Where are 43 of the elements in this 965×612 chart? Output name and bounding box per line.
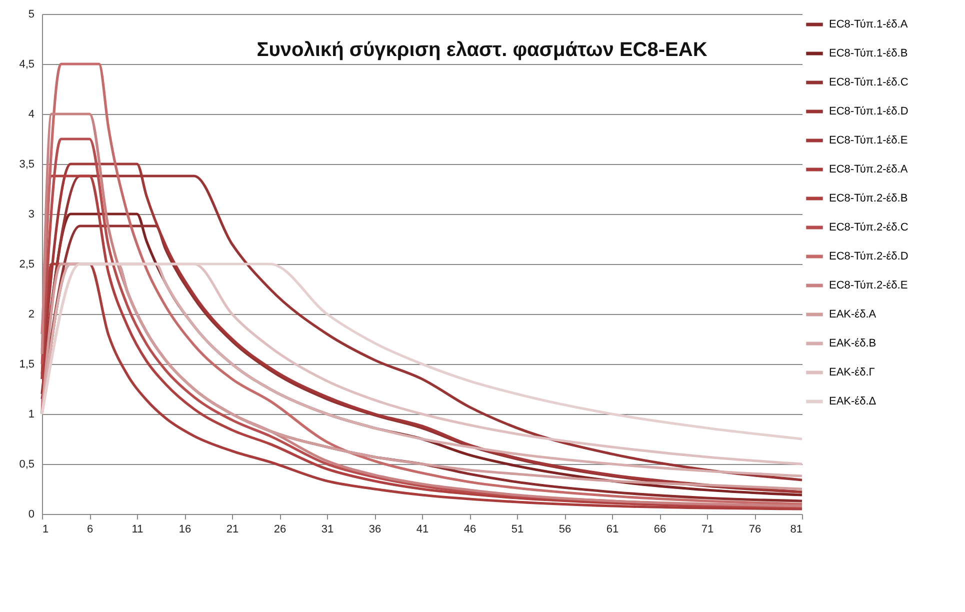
y-tick-label: 0,5 — [19, 458, 34, 470]
x-tick-label: 6 — [86, 524, 94, 536]
text: Συνολική σύγκριση ελαστ. φασμάτων EC8-EAK — [256, 39, 708, 61]
y-tick-label: 4 — [28, 108, 34, 120]
legend-label: EAK-έδ.Β — [829, 338, 876, 350]
x-tick-label: 26 — [274, 524, 286, 536]
x-tick-label: 71 — [701, 524, 714, 536]
legend-label: EC8-Τύπ.2-έδ.C — [829, 222, 908, 234]
y-tick-label: 2,5 — [19, 258, 34, 270]
x-tick-label: 61 — [606, 524, 619, 536]
y-tick-label: 1,5 — [19, 358, 34, 370]
legend-label: EC8-Τύπ.1-έδ.D — [829, 106, 908, 118]
y-tick-label: 4,5 — [19, 58, 34, 70]
x-tick-label: 31 — [321, 524, 334, 536]
legend-label: EAK-έδ.Δ — [829, 396, 877, 408]
x-tick-label: 56 — [558, 524, 572, 536]
x-tick-label: 66 — [654, 524, 666, 536]
legend-label: EC8-Τύπ.2-έδ.A — [829, 164, 908, 176]
y-tick-label: 1 — [28, 408, 34, 420]
x-tick-label: 76 — [748, 524, 762, 536]
y-tick-label: 5 — [28, 8, 34, 20]
legend-label: EC8-Τύπ.1-έδ.E — [829, 134, 908, 146]
x-tick-label: 51 — [511, 524, 524, 536]
y-tick-label: 3 — [28, 208, 34, 220]
x-tick-label: 46 — [464, 524, 476, 536]
legend-label: EAK-έδ.Α — [829, 308, 877, 320]
x-tick-label: 81 — [790, 524, 802, 536]
legend-label: EC8-Τύπ.2-έδ.B — [829, 192, 908, 204]
legend-label: EC8-Τύπ.2-έδ.E — [829, 280, 908, 292]
legend-label: EC8-Τύπ.1-έδ.A — [829, 18, 908, 30]
legend-label: EC8-Τύπ.1-έδ.C — [829, 76, 908, 88]
x-tick-label: 11 — [132, 524, 144, 536]
legend-label: EC8-Τύπ.1-έδ.B — [829, 48, 908, 60]
x-tick-label: 41 — [416, 524, 429, 536]
x-tick-label: 16 — [178, 524, 192, 536]
legend-label: EC8-Τύπ.2-έδ.D — [829, 250, 908, 262]
y-tick-label: 2 — [28, 308, 34, 320]
legend-label: EAK-έδ.Γ — [829, 366, 875, 378]
x-tick-label: 21 — [226, 524, 239, 536]
x-tick-label: 36 — [368, 524, 382, 536]
y-tick-label: 3,5 — [19, 158, 34, 170]
y-tick-label: 0 — [28, 508, 34, 520]
x-tick-label: 1 — [42, 524, 49, 536]
